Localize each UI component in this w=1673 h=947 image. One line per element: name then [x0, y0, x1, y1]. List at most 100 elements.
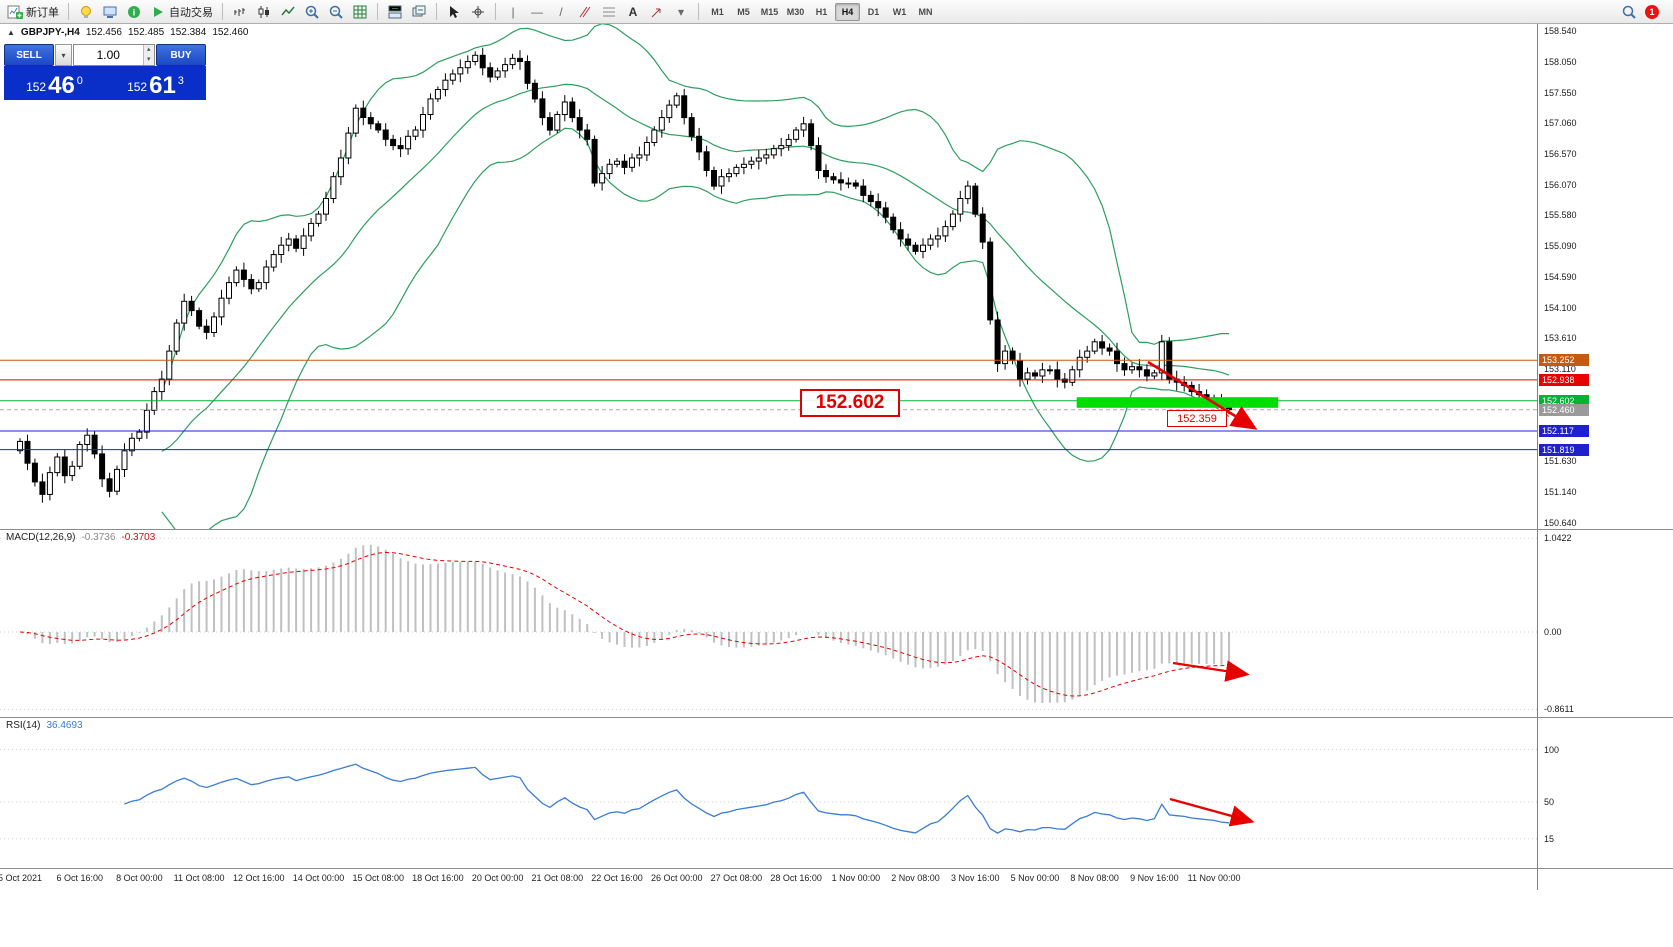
volume-up-button[interactable]: ▴	[143, 45, 154, 55]
panel-separator[interactable]	[0, 717, 1673, 718]
rsi-panel[interactable]	[0, 717, 1537, 868]
macd-axis-label: 1.0422	[1544, 533, 1572, 544]
zoom-in-button[interactable]	[301, 2, 323, 22]
buy-price-prefix: 152	[127, 80, 148, 94]
macd-panel[interactable]	[0, 529, 1537, 717]
horizontal-line-button[interactable]: —	[526, 2, 548, 22]
timeframe-d1-button[interactable]: D1	[861, 3, 886, 21]
price-axis-label: 158.050	[1544, 56, 1577, 67]
info-button[interactable]: i	[123, 2, 145, 22]
timeframe-m15-button[interactable]: M15	[757, 3, 782, 21]
one-click-trading-panel: SELL ▾ ▴ ▾ BUY 152 46 0 152 61 3	[4, 44, 206, 100]
time-axis-label: 5 Oct 2021	[0, 873, 43, 883]
time-axis-label: 2 Nov 08:00	[891, 873, 940, 883]
macd-axis-label: -0.8611	[1544, 704, 1574, 715]
horizontal-line-icon: —	[531, 4, 543, 19]
trade-options-dropdown[interactable]: ▾	[55, 44, 72, 66]
notification-badge[interactable]: 1	[1645, 4, 1659, 19]
line-chart-button[interactable]	[277, 2, 299, 22]
trendline-button[interactable]: /	[550, 2, 572, 22]
timeframe-m5-button[interactable]: M5	[731, 3, 756, 21]
new-order-label: 新订单	[26, 6, 59, 19]
macd-signal-value: -0.3703	[121, 532, 156, 543]
market-watch-button[interactable]	[99, 2, 121, 22]
new-order-icon	[7, 4, 23, 20]
rsi-value: 36.4693	[46, 720, 83, 731]
channel-button[interactable]	[574, 2, 596, 22]
text-tool-button[interactable]: A	[622, 2, 644, 22]
grid-button[interactable]	[349, 2, 371, 22]
price-axis-label: 151.140	[1544, 486, 1577, 497]
arrow-tool-button[interactable]	[646, 2, 668, 22]
arrow-tool-icon	[649, 4, 665, 20]
bid-price-tag: 152.460	[1539, 403, 1589, 416]
tile-windows-button[interactable]	[384, 2, 406, 22]
timeframe-w1-button[interactable]: W1	[887, 3, 912, 21]
bar-chart-icon	[232, 4, 248, 20]
support-price-annotation[interactable]: 152.602	[800, 389, 900, 417]
time-axis[interactable]: 5 Oct 2021 6 Oct 16:00 8 Oct 00:00 11 Oct 0…	[0, 868, 1537, 890]
panel-separator	[0, 868, 1673, 869]
tile-windows-icon	[387, 4, 403, 20]
buy-price[interactable]: 152 61 3	[105, 66, 206, 100]
auto-trading-button[interactable]: 自动交易	[147, 2, 216, 22]
separator	[377, 3, 378, 20]
price-axis[interactable]: 158.540 158.050 157.550 157.060 156.570 156.0…	[1537, 0, 1673, 890]
buy-button[interactable]: BUY	[156, 44, 206, 66]
rsi-label: RSI(14) 36.4693	[6, 720, 83, 731]
new-order-button[interactable]: 新订单	[4, 2, 62, 22]
time-axis-label: 18 Oct 16:00	[412, 873, 464, 883]
time-axis-label: 12 Oct 16:00	[233, 873, 285, 883]
toolbar-right-group: 1	[1621, 4, 1659, 20]
price-line-tag: 153.252	[1539, 354, 1589, 367]
line-chart-icon	[280, 4, 296, 20]
timeframe-mn-button[interactable]: MN	[913, 3, 938, 21]
breakout-price-annotation[interactable]: 152.359	[1167, 410, 1227, 427]
candlestick-chart-button[interactable]	[253, 2, 275, 22]
search-icon[interactable]	[1621, 4, 1637, 20]
volume-down-button[interactable]: ▾	[143, 55, 154, 65]
buy-price-big: 61	[149, 72, 176, 99]
vertical-line-icon: |	[511, 4, 515, 19]
macd-label: MACD(12,26,9) -0.3736 -0.3703	[6, 532, 155, 543]
cursor-button[interactable]	[443, 2, 465, 22]
crosshair-button[interactable]	[467, 2, 489, 22]
alerts-button[interactable]	[75, 2, 97, 22]
vertical-line-button[interactable]: |	[502, 2, 524, 22]
fibonacci-button[interactable]	[598, 2, 620, 22]
bar-chart-button[interactable]	[229, 2, 251, 22]
main-chart-svg	[0, 23, 1537, 539]
time-axis-label: 20 Oct 00:00	[471, 873, 524, 883]
price-axis-label: 157.060	[1544, 118, 1577, 129]
cascade-windows-button[interactable]	[408, 2, 430, 22]
timeframe-h4-button[interactable]: H4	[835, 2, 860, 21]
price-axis-label: 151.630	[1544, 456, 1577, 467]
timeframe-h1-button[interactable]: H1	[809, 3, 834, 21]
symbol-label: GBPJPY-,H4	[20, 27, 80, 38]
play-icon	[150, 4, 166, 20]
toolbar: 新订单 i 自动交易 | — / A ▾ M1 M5 M15 M30 H1 H4 D1 W1 M…	[0, 0, 1673, 24]
volume-input[interactable]	[74, 45, 143, 65]
timeframe-m1-button[interactable]: M1	[705, 3, 730, 21]
zoom-in-icon	[304, 4, 320, 20]
price-axis-label: 156.570	[1544, 148, 1577, 159]
fibonacci-icon	[601, 4, 617, 20]
quote-line: ▲ GBPJPY-,H4 152.456 152.485 152.384 152…	[7, 27, 248, 38]
sell-button[interactable]: SELL	[4, 44, 54, 66]
shapes-dropdown-button[interactable]: ▾	[670, 2, 692, 22]
rsi-axis-label: 50	[1544, 797, 1555, 807]
time-axis-label: 8 Nov 08:00	[1070, 873, 1119, 883]
time-axis-label: 1 Nov 00:00	[831, 873, 881, 883]
macd-name: MACD(12,26,9)	[6, 532, 76, 543]
price-axis-label: 158.540	[1544, 26, 1577, 36]
sell-price[interactable]: 152 46 0	[4, 66, 105, 100]
grid-icon	[352, 4, 368, 20]
panel-separator[interactable]	[0, 529, 1673, 530]
main-chart-panel[interactable]	[0, 23, 1537, 539]
timeframe-m30-button[interactable]: M30	[783, 3, 808, 21]
cascade-windows-icon	[411, 4, 427, 20]
zoom-out-button[interactable]	[325, 2, 347, 22]
svg-text:i: i	[133, 7, 136, 17]
price-axis-label: 155.090	[1544, 240, 1577, 251]
macd-svg	[0, 537, 1537, 710]
